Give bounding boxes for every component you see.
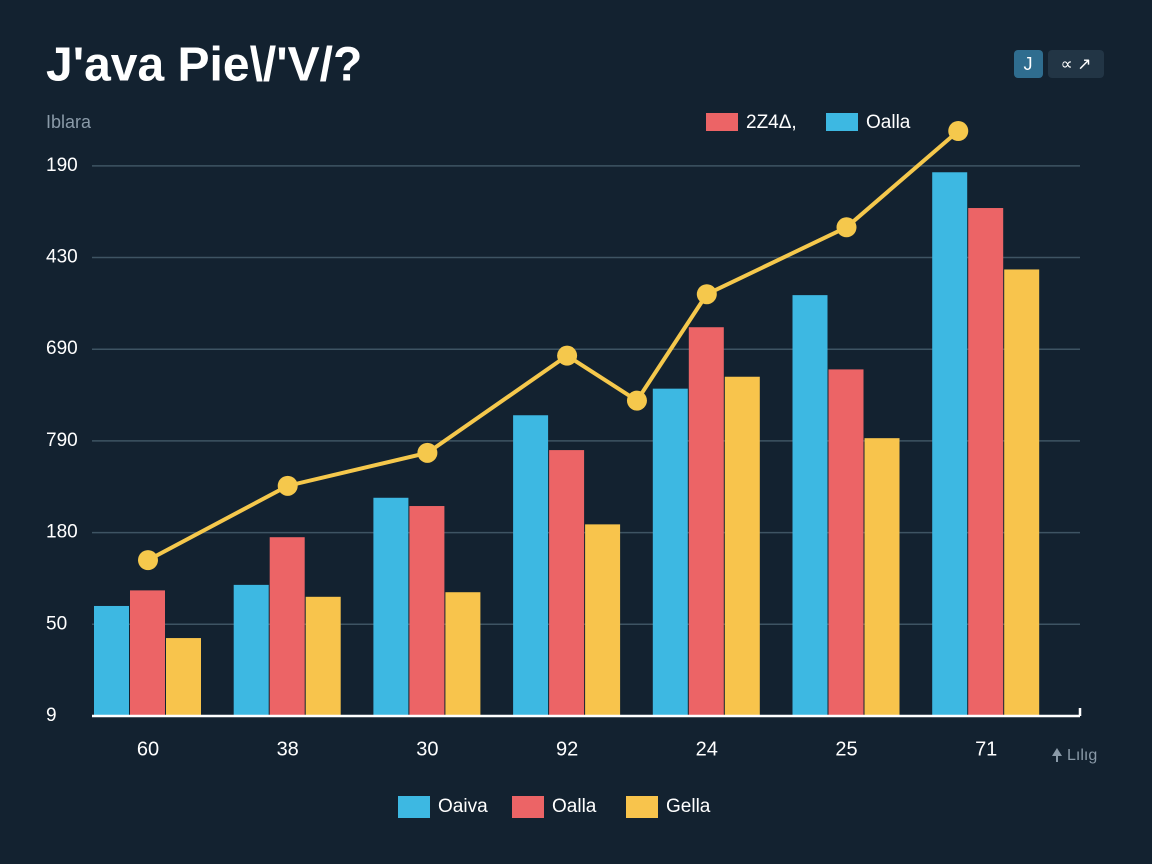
x-tick-label: 25 bbox=[835, 738, 857, 760]
trend-point bbox=[277, 475, 298, 496]
y-axis-label: Iblara bbox=[46, 112, 92, 132]
note-icon bbox=[1052, 748, 1062, 762]
bar bbox=[166, 638, 201, 716]
y-tick-label: 50 bbox=[46, 613, 67, 634]
bar bbox=[305, 596, 341, 716]
bar bbox=[1004, 269, 1040, 716]
trend-point bbox=[626, 390, 647, 411]
bar bbox=[233, 584, 269, 716]
toolbar: J ∝ ↗ bbox=[1014, 50, 1104, 78]
legend-swatch bbox=[706, 113, 738, 131]
bar bbox=[792, 295, 828, 716]
legend-label: Oalla bbox=[866, 112, 911, 133]
x-tick-label: 71 bbox=[975, 738, 997, 760]
y-tick-label: 180 bbox=[46, 522, 78, 543]
button[interactable] bbox=[1014, 50, 1043, 78]
bar bbox=[94, 605, 129, 716]
button-label[interactable]: ∝ ↗ bbox=[1060, 54, 1091, 73]
y-tick-label: 190 bbox=[46, 155, 78, 176]
bar bbox=[269, 537, 305, 716]
x-tick-label: 30 bbox=[416, 738, 438, 760]
x-tick-label: 60 bbox=[137, 738, 159, 760]
y-tick-label: 430 bbox=[46, 247, 78, 268]
x-tick-label: 24 bbox=[696, 738, 718, 760]
legend-swatch bbox=[398, 796, 430, 818]
legend-label: Oaiva bbox=[438, 796, 488, 817]
y-tick-label: 790 bbox=[46, 430, 78, 451]
legend-label: 2Z4Δ, bbox=[746, 112, 797, 133]
bar bbox=[445, 592, 481, 716]
bar bbox=[724, 376, 760, 716]
chart-title: J'ava Pie\/'V/? bbox=[46, 39, 362, 92]
bar bbox=[409, 506, 445, 716]
bar bbox=[932, 172, 968, 716]
bar bbox=[585, 524, 621, 716]
note: Lılıg bbox=[1067, 747, 1097, 764]
y-tick-label: 690 bbox=[46, 338, 78, 359]
bar bbox=[652, 388, 688, 716]
x-tick-label: 38 bbox=[277, 738, 299, 760]
y-tick-label: 9 bbox=[46, 705, 57, 726]
bar bbox=[968, 208, 1004, 717]
bar bbox=[373, 497, 409, 716]
x-tick-label: 92 bbox=[556, 738, 578, 760]
bar bbox=[688, 327, 724, 716]
legend-swatch bbox=[826, 113, 858, 131]
bar bbox=[549, 450, 585, 716]
legend-label: Oalla bbox=[552, 796, 597, 817]
trend-point bbox=[696, 284, 717, 305]
trend-point bbox=[557, 345, 578, 366]
trend-point bbox=[836, 217, 857, 238]
trend-point bbox=[948, 121, 969, 142]
bar bbox=[828, 369, 864, 716]
trend-line bbox=[147, 129, 960, 562]
legend-swatch bbox=[512, 796, 544, 818]
bar bbox=[513, 415, 549, 716]
trend-point bbox=[417, 442, 438, 463]
bar bbox=[130, 590, 165, 716]
legend-swatch bbox=[626, 796, 658, 818]
button-label[interactable]: J bbox=[1024, 54, 1033, 74]
button[interactable] bbox=[1048, 50, 1104, 78]
legend-label: Gella bbox=[666, 796, 711, 817]
trend-point bbox=[138, 550, 158, 571]
bar bbox=[864, 438, 900, 716]
